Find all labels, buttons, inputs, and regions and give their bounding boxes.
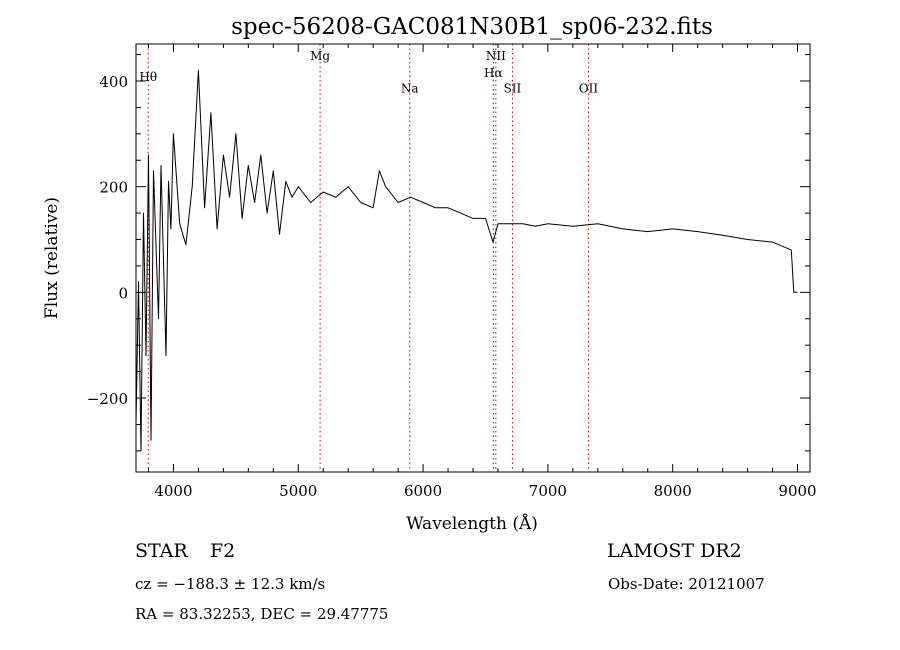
plot-frame xyxy=(135,43,811,473)
y-tick-label: −200 xyxy=(87,390,128,408)
y-tick-label: 400 xyxy=(99,73,128,91)
spectral-subclass: F2 xyxy=(210,540,236,562)
survey-name: LAMOST DR2 xyxy=(607,540,742,562)
x-tick-label: 5000 xyxy=(279,482,317,500)
y-tick-label: 0 xyxy=(118,284,128,302)
x-tick-label: 8000 xyxy=(654,482,692,500)
x-tick-label: 7000 xyxy=(529,482,567,500)
spectrum-line xyxy=(135,69,798,452)
marker-label: Mg xyxy=(310,49,330,63)
axis-ticks: 4000 5000 6000 7000 8000 9000 −200 0 200 400 xyxy=(87,44,817,500)
sky-coordinates: RA = 83.32253, DEC = 29.47775 xyxy=(135,605,389,623)
y-axis-label: Flux (relative) xyxy=(42,197,62,319)
marker-label: Hθ xyxy=(139,70,157,84)
y-tick-label: 200 xyxy=(99,179,128,197)
series-layer xyxy=(135,69,798,452)
marker-label: Hα xyxy=(484,66,503,80)
marker-label: NII xyxy=(486,49,506,63)
x-tick-label: 9000 xyxy=(778,482,816,500)
x-tick-label: 6000 xyxy=(404,482,442,500)
x-tick-label: 4000 xyxy=(154,482,192,500)
marker-label: Na xyxy=(401,82,419,96)
observation-date: Obs-Date: 20121007 xyxy=(608,575,765,593)
chart-title: spec-56208-GAC081N30B1_sp06-232.fits xyxy=(231,14,713,40)
redshift-velocity: cz = −188.3 ± 12.3 km/s xyxy=(135,575,326,593)
x-axis-label: Wavelength (Å) xyxy=(406,513,538,534)
marker-label: SII xyxy=(504,82,522,96)
marker-label: OII xyxy=(579,82,599,96)
object-type: STAR xyxy=(135,540,188,562)
